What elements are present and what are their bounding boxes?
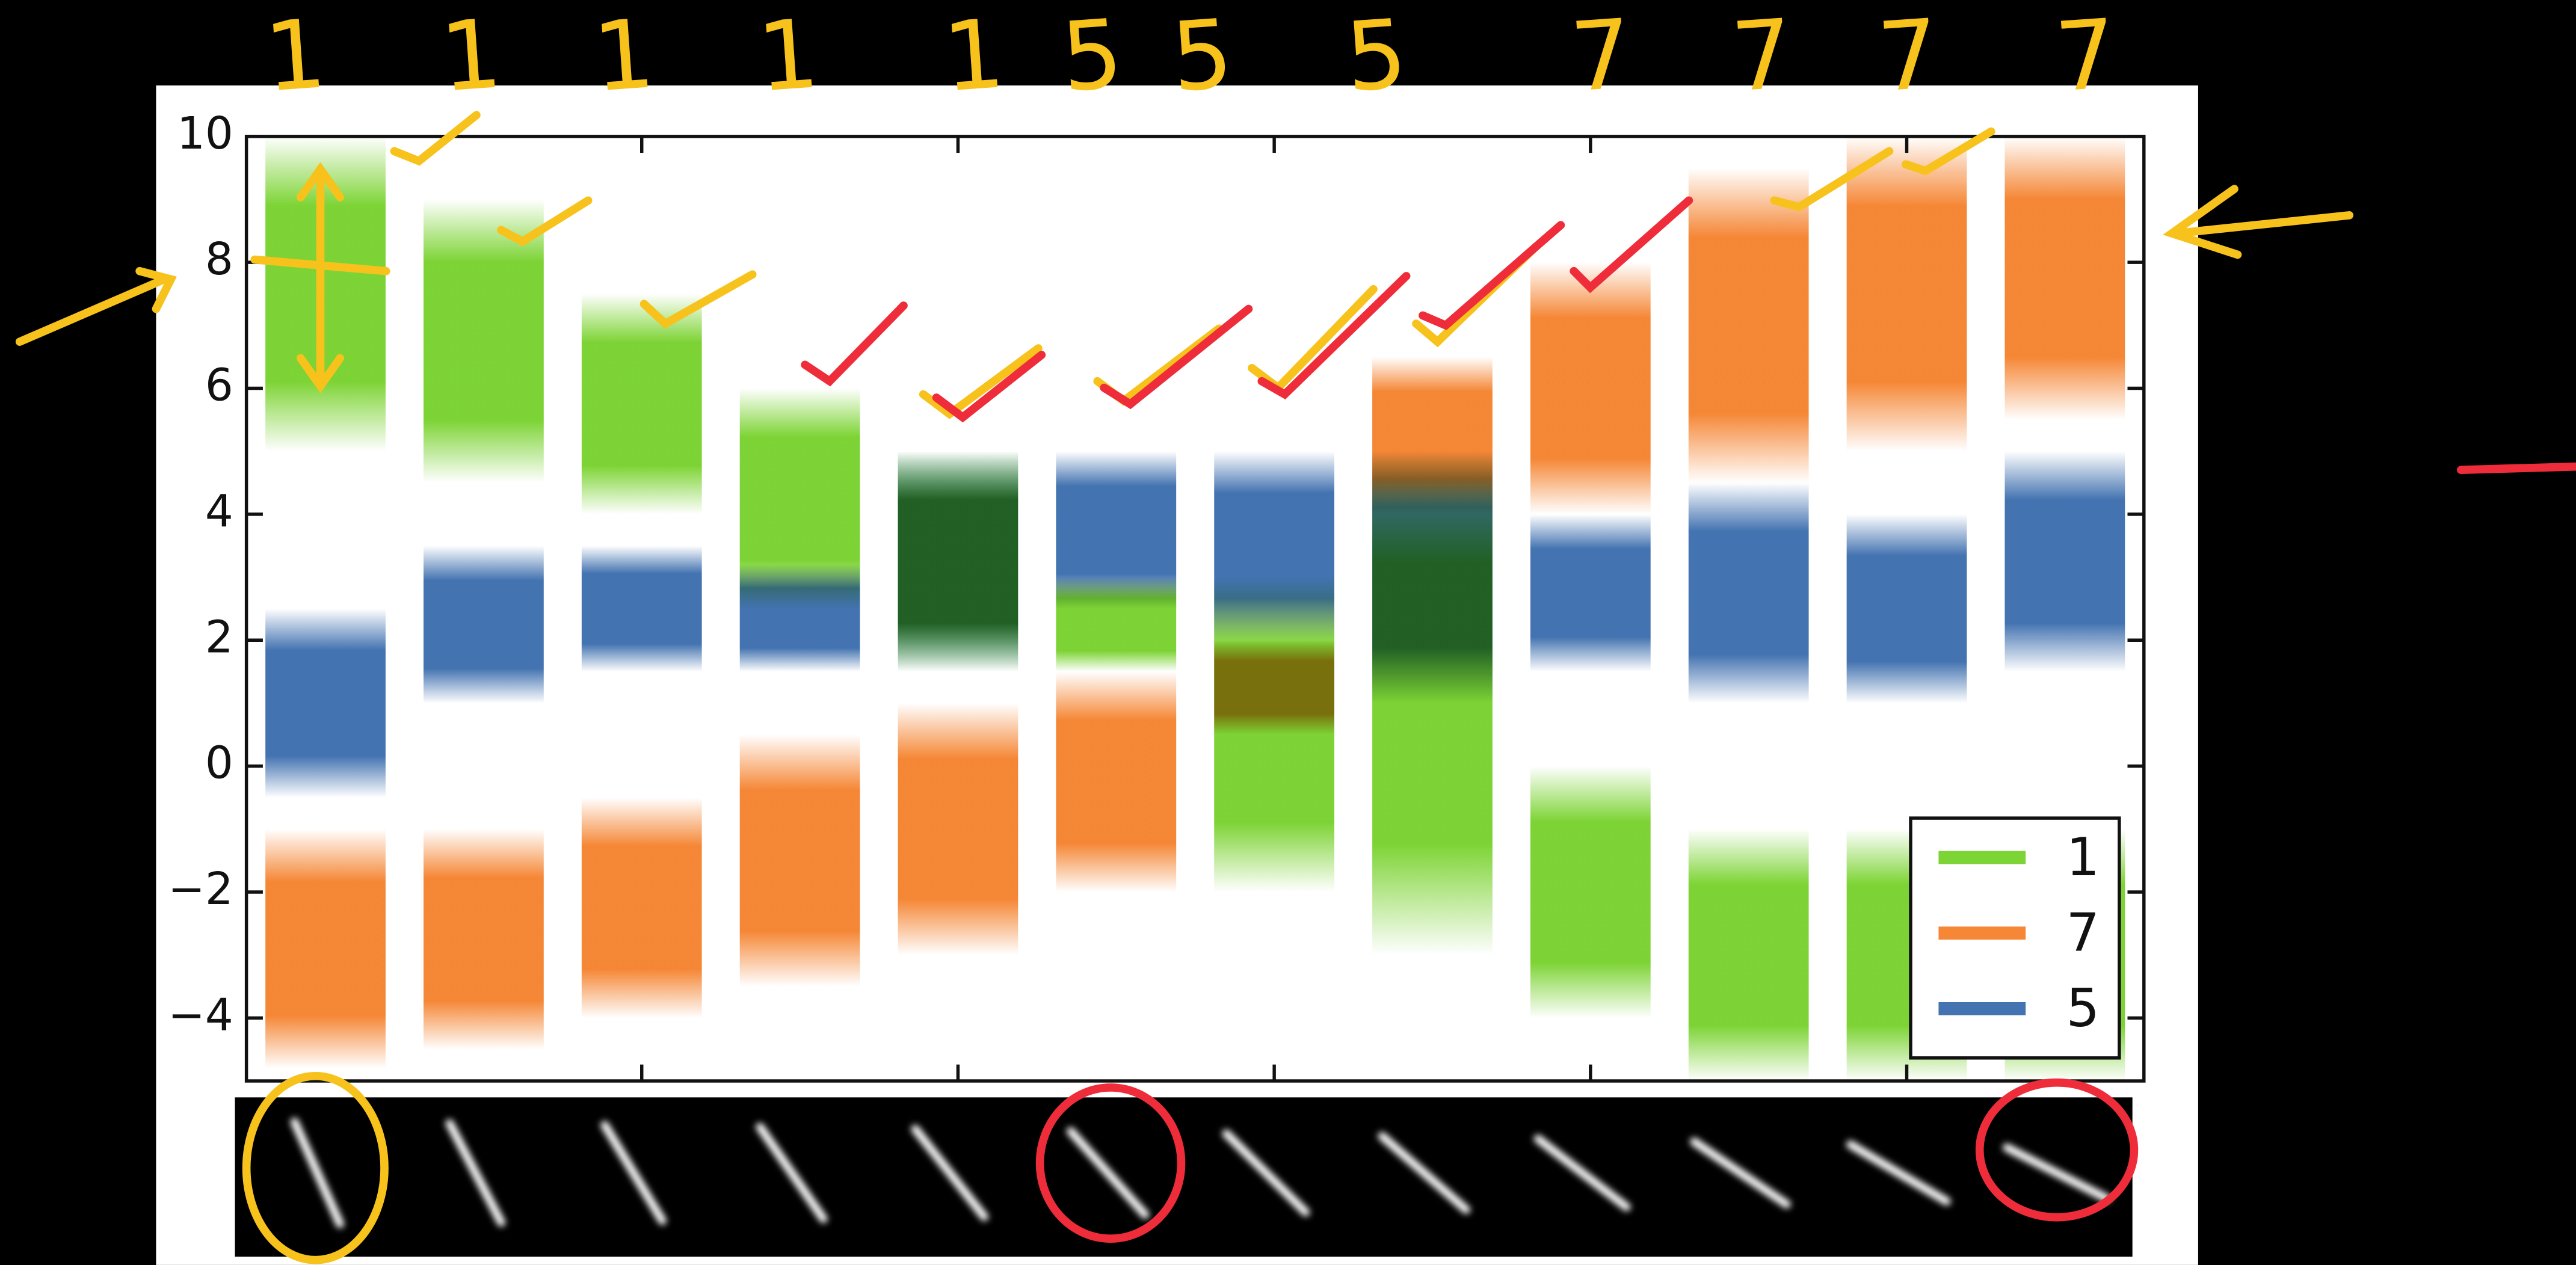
range-band <box>1530 766 1651 1018</box>
y-tick-label: 10 <box>177 108 233 159</box>
range-band <box>265 609 386 798</box>
page: {"chart_data": { "type": "range-band", "… <box>0 0 2576 1265</box>
range-band <box>1214 451 1334 640</box>
range-band <box>424 829 544 1049</box>
y-tick-label: 0 <box>205 738 233 789</box>
range-band <box>265 829 386 1068</box>
column-annotation: 1 <box>437 0 505 114</box>
range-band <box>1847 137 1967 451</box>
range-band <box>582 546 702 671</box>
column-annotation: 1 <box>754 0 822 114</box>
y-tick-label: −4 <box>168 990 233 1041</box>
range-band <box>424 546 544 703</box>
column-annotation: 1 <box>261 0 329 114</box>
column-annotation: 7 <box>1567 0 1635 114</box>
range-band <box>2004 451 2125 671</box>
range-band <box>1056 672 1176 892</box>
range-band <box>1689 483 1809 703</box>
range-band <box>1689 168 1809 482</box>
y-tick-label: 2 <box>205 612 233 663</box>
column-annotation: 5 <box>1342 0 1410 114</box>
range-band <box>582 798 702 1018</box>
legend-label: 1 <box>2066 826 2100 888</box>
legend-label: 7 <box>2066 902 2100 964</box>
chart: −4 −2 0 2 4 6 8 10 1 7 5 <box>0 0 2576 1265</box>
y-tick-label: −2 <box>168 864 233 915</box>
range-band <box>740 565 860 672</box>
y-tick-label: 6 <box>205 360 233 411</box>
column-annotation: 5 <box>1168 0 1236 114</box>
range-band <box>1530 262 1651 514</box>
range-band <box>898 451 1018 671</box>
column-annotation: 7 <box>1728 0 1796 114</box>
range-band <box>1372 451 1493 703</box>
range-band <box>1689 829 1809 1081</box>
legend-label: 5 <box>2066 977 2100 1039</box>
range-band <box>740 734 860 986</box>
range-band <box>582 294 702 514</box>
column-annotation: 1 <box>590 0 658 114</box>
column-annotation: 5 <box>1058 0 1126 114</box>
y-tick-label: 8 <box>205 234 233 285</box>
column-annotation: 7 <box>1875 0 1943 114</box>
range-band <box>1847 514 1967 703</box>
range-band <box>898 703 1018 955</box>
range-band <box>1530 514 1651 672</box>
range-band <box>1214 640 1334 734</box>
column-annotation: 7 <box>2052 0 2120 114</box>
range-band <box>1056 451 1176 609</box>
column-annotation: 1 <box>940 0 1008 114</box>
y-tick-label: 4 <box>205 486 233 537</box>
range-band <box>2004 137 2125 420</box>
mark <box>2461 467 2576 470</box>
